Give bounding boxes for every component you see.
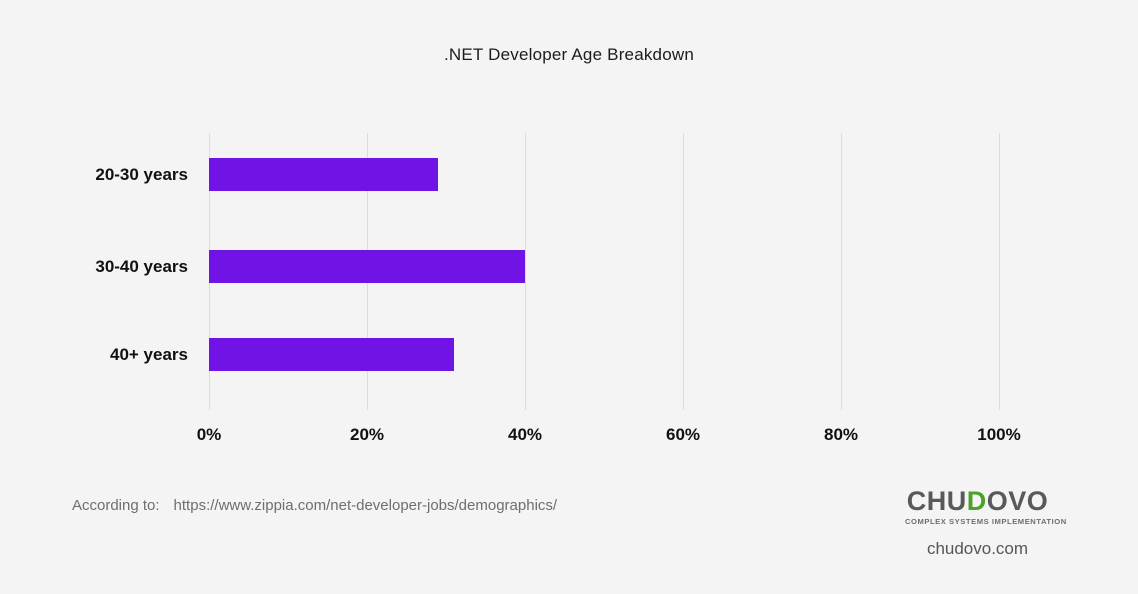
bar-20-30-years bbox=[209, 158, 439, 191]
bar-30-40-years bbox=[209, 250, 525, 283]
x-axis-tick-label: 80% bbox=[823, 425, 859, 444]
gridline-40 bbox=[525, 133, 526, 410]
bar-chart-plot-area: 0% 20% 40% 60% 80% 100% 20-30 years 30-40 years… bbox=[95, 133, 1021, 444]
category-label: 40+ years bbox=[110, 345, 188, 364]
gridline-60 bbox=[683, 133, 684, 410]
source-label: According to: bbox=[72, 497, 160, 514]
x-axis-tick-label: 0% bbox=[196, 425, 222, 444]
x-axis-tick-label: 100% bbox=[977, 425, 1021, 444]
logo-text-post: OVO bbox=[986, 486, 1049, 516]
gridline-100 bbox=[999, 133, 1000, 410]
chudovo-logo: CHUDOVO COMPLEX SYSTEMS IMPLEMENTATION c… bbox=[905, 488, 1067, 559]
bar-40+-years bbox=[209, 338, 454, 371]
x-axis-tick-label: 60% bbox=[665, 425, 701, 444]
chudovo-logo-wordmark: CHUDOVO bbox=[905, 488, 1050, 515]
logo-text-pre: CHU bbox=[906, 486, 967, 516]
source-attribution: According to: https://www.zippia.com/net-… bbox=[72, 497, 557, 514]
chart-title: .NET Developer Age Breakdown bbox=[443, 45, 695, 64]
source-url-link[interactable]: https://www.zippia.com/net-developer-job… bbox=[173, 497, 558, 514]
bar-row: 20-30 years bbox=[95, 158, 999, 191]
bar-row: 30-40 years bbox=[95, 250, 999, 283]
logo-tagline: COMPLEX SYSTEMS IMPLEMENTATION bbox=[905, 517, 1067, 526]
x-axis-tick-label: 20% bbox=[349, 425, 385, 444]
gridline-80 bbox=[841, 133, 842, 410]
bar-row: 40+ years bbox=[110, 338, 999, 371]
logo-domain-text: chudovo.com bbox=[926, 539, 1029, 558]
category-label: 20-30 years bbox=[95, 165, 188, 184]
category-label: 30-40 years bbox=[95, 257, 188, 276]
x-axis-tick-label: 40% bbox=[507, 425, 543, 444]
logo-green-d: D bbox=[966, 486, 987, 516]
